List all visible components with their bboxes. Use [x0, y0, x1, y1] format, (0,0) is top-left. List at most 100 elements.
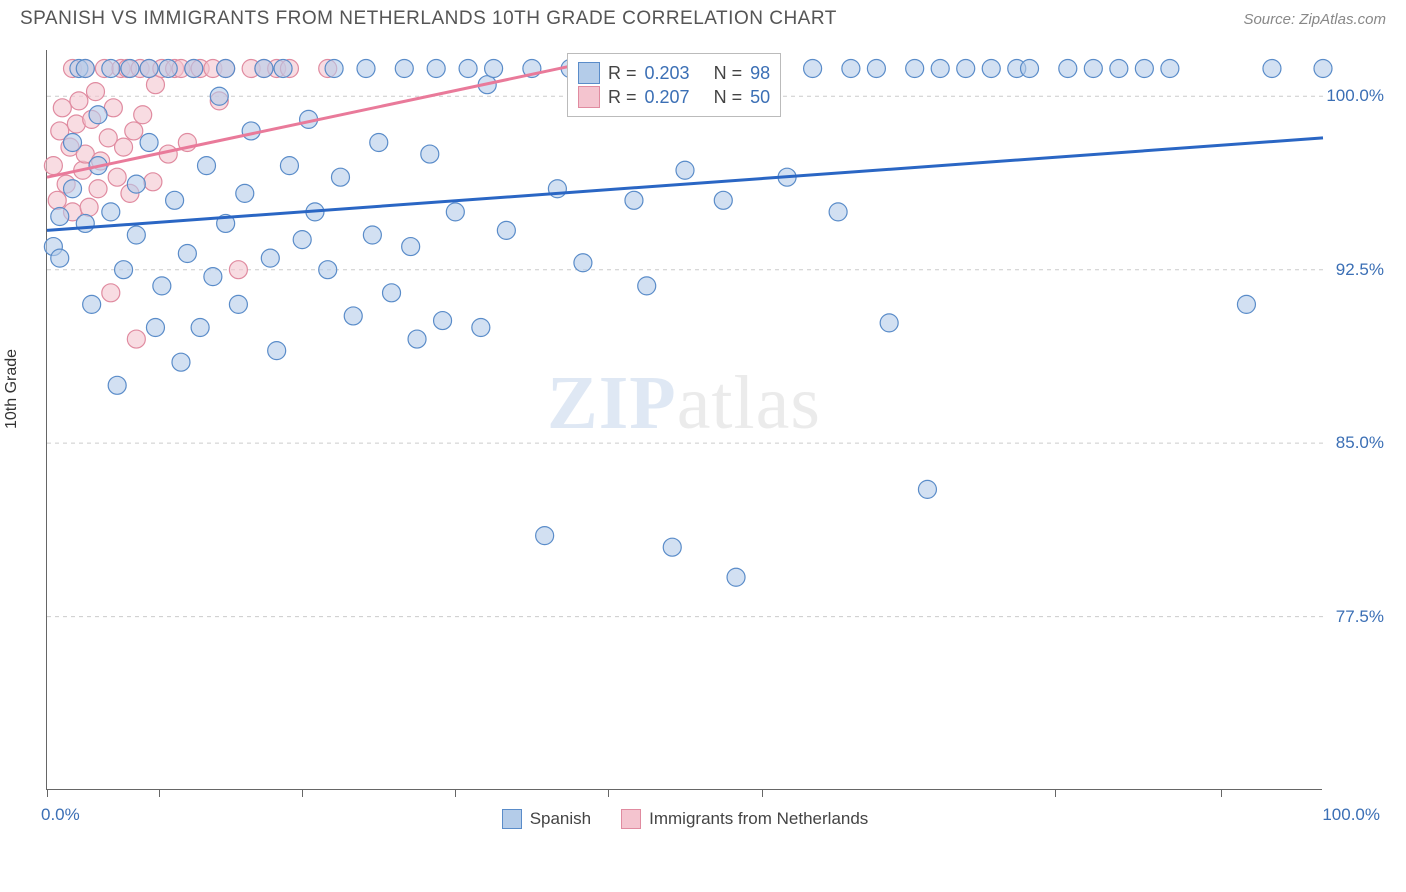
data-point — [144, 173, 162, 191]
data-point — [127, 226, 145, 244]
data-point — [676, 161, 694, 179]
swatch-spanish-icon — [502, 809, 522, 829]
data-point — [363, 226, 381, 244]
data-point — [89, 180, 107, 198]
stats-row-a: R = 0.203 N = 98 — [578, 62, 770, 84]
data-point — [153, 277, 171, 295]
data-point — [159, 60, 177, 78]
data-point — [108, 376, 126, 394]
data-point — [115, 138, 133, 156]
r-label: R = — [608, 63, 637, 84]
data-point — [198, 157, 216, 175]
data-point — [127, 330, 145, 348]
data-point — [1059, 60, 1077, 78]
data-point — [918, 480, 936, 498]
data-point — [134, 106, 152, 124]
n-label: N = — [714, 63, 743, 84]
n-value: 98 — [750, 63, 770, 84]
stats-row-b: R = 0.207 N = 50 — [578, 86, 770, 108]
data-point — [714, 191, 732, 209]
data-point — [268, 342, 286, 360]
data-point — [44, 157, 62, 175]
data-point — [880, 314, 898, 332]
swatch-spanish-icon — [578, 62, 600, 84]
data-point — [1135, 60, 1153, 78]
data-point — [1161, 60, 1179, 78]
chart-title: SPANISH VS IMMIGRANTS FROM NETHERLANDS 1… — [20, 8, 837, 30]
y-axis-label: 10th Grade — [3, 349, 21, 429]
trend-line — [47, 66, 570, 177]
legend-label: Immigrants from Netherlands — [649, 809, 868, 829]
data-point — [217, 60, 235, 78]
data-point — [178, 245, 196, 263]
data-point — [51, 249, 69, 267]
data-point — [982, 60, 1000, 78]
x-tick — [302, 789, 303, 797]
data-point — [1110, 60, 1128, 78]
data-point — [191, 319, 209, 337]
data-point — [242, 122, 260, 140]
data-point — [102, 60, 120, 78]
data-point — [102, 284, 120, 302]
data-point — [331, 168, 349, 186]
data-point — [115, 261, 133, 279]
legend-item-netherlands: Immigrants from Netherlands — [621, 809, 868, 829]
swatch-netherlands-icon — [578, 86, 600, 108]
y-tick-label: 77.5% — [1336, 607, 1384, 627]
r-value: 0.203 — [645, 63, 690, 84]
data-point — [344, 307, 362, 325]
data-point — [319, 261, 337, 279]
data-point — [64, 180, 82, 198]
n-value: 50 — [750, 87, 770, 108]
stats-box: R = 0.203 N = 98 R = 0.207 N = 50 — [567, 53, 781, 117]
chart-container: 10th Grade ZIPatlas 77.5%85.0%92.5%100.0… — [46, 50, 1386, 832]
r-value: 0.207 — [645, 87, 690, 108]
data-point — [86, 83, 104, 101]
x-tick — [455, 789, 456, 797]
chart-header: SPANISH VS IMMIGRANTS FROM NETHERLANDS 1… — [0, 0, 1406, 42]
data-point — [204, 268, 222, 286]
data-point — [48, 191, 66, 209]
data-point — [89, 106, 107, 124]
data-point — [536, 527, 554, 545]
x-tick — [762, 789, 763, 797]
data-point — [574, 254, 592, 272]
data-point — [146, 76, 164, 94]
data-point — [121, 60, 139, 78]
data-point — [906, 60, 924, 78]
data-point — [210, 87, 228, 105]
data-point — [53, 99, 71, 117]
data-point — [76, 60, 94, 78]
data-point — [421, 145, 439, 163]
data-point — [125, 122, 143, 140]
data-point — [146, 319, 164, 337]
plot-area: ZIPatlas 77.5%85.0%92.5%100.0% R = 0.203… — [46, 50, 1322, 790]
n-label: N = — [714, 87, 743, 108]
data-point — [172, 353, 190, 371]
legend-label: Spanish — [530, 809, 591, 829]
data-point — [434, 312, 452, 330]
data-point — [185, 60, 203, 78]
data-point — [102, 203, 120, 221]
data-point — [261, 249, 279, 267]
data-point — [357, 60, 375, 78]
data-point — [108, 168, 126, 186]
x-end-label: 100.0% — [1322, 805, 1380, 825]
data-point — [236, 184, 254, 202]
data-point — [625, 191, 643, 209]
data-point — [1084, 60, 1102, 78]
data-point — [395, 60, 413, 78]
trend-line — [47, 138, 1323, 231]
data-point — [70, 92, 88, 110]
x-tick — [1221, 789, 1222, 797]
data-point — [497, 221, 515, 239]
data-point — [638, 277, 656, 295]
data-point — [83, 295, 101, 313]
swatch-netherlands-icon — [621, 809, 641, 829]
data-point — [383, 284, 401, 302]
data-point — [408, 330, 426, 348]
data-point — [255, 60, 273, 78]
data-point — [370, 134, 388, 152]
data-point — [76, 214, 94, 232]
data-point — [804, 60, 822, 78]
